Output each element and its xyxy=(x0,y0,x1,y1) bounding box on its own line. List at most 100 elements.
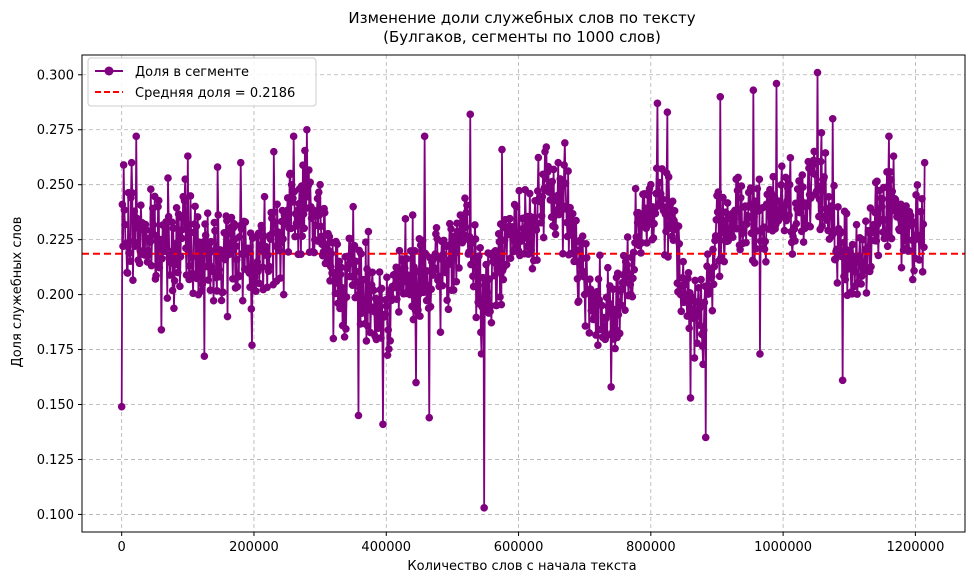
data-point xyxy=(211,227,219,235)
data-point xyxy=(432,224,441,232)
data-point xyxy=(537,218,545,227)
data-point xyxy=(519,224,527,233)
data-point xyxy=(918,194,926,203)
data-point xyxy=(402,255,411,263)
data-point xyxy=(711,232,720,240)
data-point xyxy=(156,235,165,244)
data-point xyxy=(780,226,789,235)
data-point xyxy=(736,245,744,254)
data-point xyxy=(753,184,762,193)
data-point xyxy=(675,239,684,248)
data-point xyxy=(342,293,351,301)
data-point xyxy=(176,282,184,291)
data-point xyxy=(828,114,837,123)
data-point xyxy=(637,238,646,247)
data-point xyxy=(756,350,764,358)
data-point xyxy=(734,173,742,182)
data-point xyxy=(383,273,391,282)
data-point xyxy=(863,244,872,252)
data-point xyxy=(291,232,299,241)
x-tick-label: 1200000 xyxy=(886,540,944,555)
data-point xyxy=(582,239,590,248)
data-point xyxy=(566,203,574,212)
data-point xyxy=(862,289,871,297)
data-point xyxy=(692,313,700,321)
data-point xyxy=(530,213,539,222)
data-point xyxy=(336,270,345,279)
data-point xyxy=(149,221,158,229)
data-point xyxy=(146,238,154,247)
data-point xyxy=(405,273,414,281)
data-point xyxy=(594,341,602,349)
data-point xyxy=(395,246,404,255)
data-point xyxy=(839,238,848,247)
data-point xyxy=(621,306,629,314)
data-point xyxy=(455,264,463,272)
x-tick-label: 600000 xyxy=(494,540,544,555)
data-point xyxy=(623,261,631,269)
data-point xyxy=(229,275,237,283)
data-point xyxy=(560,161,568,169)
data-point xyxy=(658,195,667,204)
data-point xyxy=(207,237,215,246)
data-point xyxy=(838,247,846,256)
data-point xyxy=(348,248,356,256)
data-point xyxy=(244,244,252,253)
data-point xyxy=(901,237,909,245)
data-point xyxy=(126,257,135,266)
data-point xyxy=(572,216,580,225)
data-point xyxy=(690,354,699,362)
data-point xyxy=(887,175,895,184)
y-axis-label: Доля служебных слов xyxy=(10,217,25,368)
data-point xyxy=(164,174,172,182)
x-tick-label: 400000 xyxy=(361,540,411,555)
data-point xyxy=(232,242,240,250)
data-point xyxy=(669,236,678,244)
data-point xyxy=(471,235,480,243)
data-point xyxy=(760,245,769,254)
data-point xyxy=(845,247,854,255)
data-point xyxy=(664,173,673,181)
data-point xyxy=(213,163,222,171)
data-point xyxy=(902,202,910,210)
data-point xyxy=(729,233,737,241)
data-point xyxy=(393,295,401,304)
data-point xyxy=(633,218,642,227)
data-point xyxy=(287,224,295,233)
data-point xyxy=(475,252,483,260)
data-point xyxy=(866,204,875,212)
data-point xyxy=(592,331,600,339)
data-point xyxy=(908,275,917,284)
data-point xyxy=(815,212,823,221)
data-point xyxy=(785,180,794,189)
data-point xyxy=(487,318,496,327)
data-point xyxy=(885,132,893,141)
data-point xyxy=(815,195,824,204)
data-point xyxy=(466,110,475,119)
data-point xyxy=(920,243,928,252)
data-point xyxy=(822,216,831,225)
data-point xyxy=(275,246,283,255)
data-point xyxy=(446,255,455,264)
data-point xyxy=(359,275,367,284)
data-point xyxy=(594,275,603,283)
data-point xyxy=(539,233,548,242)
data-point xyxy=(352,257,360,266)
data-point xyxy=(436,328,445,336)
data-point xyxy=(168,286,177,295)
data-point xyxy=(422,296,431,305)
data-point xyxy=(477,350,486,358)
data-point xyxy=(373,306,381,315)
data-point xyxy=(128,189,137,197)
data-point xyxy=(157,325,166,334)
data-point xyxy=(209,267,217,275)
data-point xyxy=(198,280,207,288)
data-point xyxy=(333,240,342,248)
data-point xyxy=(615,329,624,338)
data-point xyxy=(788,250,797,258)
data-point xyxy=(193,213,202,221)
data-point xyxy=(685,324,693,333)
data-point xyxy=(567,227,576,236)
data-point xyxy=(699,326,708,334)
data-point xyxy=(827,202,836,210)
